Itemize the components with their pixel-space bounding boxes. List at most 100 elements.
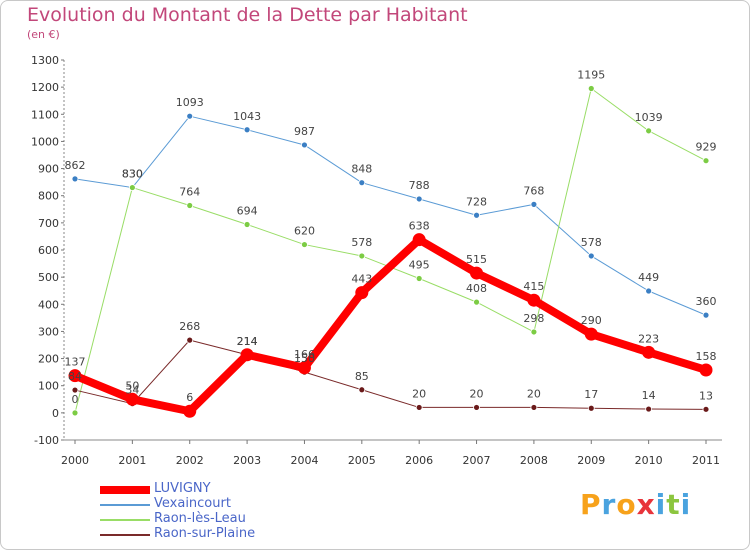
data-label: 788 [409, 179, 430, 192]
y-tick-label: 0 [52, 407, 59, 420]
x-tick-label: 2009 [577, 454, 605, 467]
data-point [297, 361, 311, 375]
legend-swatch [100, 504, 150, 506]
data-point [183, 404, 197, 418]
legend-label: Vexaincourt [154, 496, 231, 511]
data-label: 578 [581, 236, 602, 249]
data-point [355, 286, 369, 300]
y-tick-label: 800 [38, 190, 59, 203]
series-line-vexaincourt [74, 115, 707, 316]
data-label: 1043 [233, 110, 261, 123]
data-label: 50 [125, 379, 139, 392]
series-line-raon-l-s-leau [74, 88, 707, 414]
data-label: 768 [523, 184, 544, 197]
data-point [584, 327, 598, 341]
data-point [530, 328, 538, 336]
data-label: 495 [409, 259, 430, 272]
data-point [702, 405, 710, 413]
data-point [186, 112, 194, 120]
data-label: 158 [696, 350, 717, 363]
data-label: 1039 [635, 111, 663, 124]
data-point [71, 386, 79, 394]
data-point [702, 157, 710, 165]
data-point [68, 369, 82, 383]
y-tick-label: 600 [38, 244, 59, 257]
data-point [243, 221, 251, 228]
data-point [301, 241, 308, 248]
x-tick-label: 2011 [692, 454, 720, 467]
data-label: 638 [409, 220, 430, 233]
y-tick-label: 700 [38, 217, 59, 230]
series-line-luvigny [71, 235, 710, 416]
y-tick-label: 1200 [31, 81, 59, 94]
y-tick-label: 400 [38, 298, 59, 311]
legend-swatch [100, 519, 150, 521]
data-point [642, 345, 656, 359]
logo-letter: i [655, 488, 667, 521]
series-line-raon-sur-plaine [74, 339, 707, 410]
data-point [473, 298, 480, 306]
data-label: 728 [466, 195, 487, 208]
data-label: 20 [470, 387, 484, 400]
y-tick-label: -100 [34, 434, 59, 447]
data-label: 408 [466, 282, 487, 295]
chart-unit: (en €) [27, 28, 60, 41]
data-label: 17 [584, 388, 598, 401]
data-point [415, 404, 423, 411]
data-label: 214 [237, 335, 258, 348]
data-label: 987 [294, 125, 315, 138]
data-point [415, 275, 423, 282]
data-point [240, 348, 254, 362]
data-label: 578 [351, 236, 372, 249]
data-label: 166 [294, 348, 315, 361]
legend-label: Raon-lès-Leau [154, 511, 246, 526]
proxiti-logo: Proxiti [580, 488, 691, 521]
data-point [645, 127, 653, 135]
x-tick-label: 2008 [520, 454, 548, 467]
data-label: 515 [466, 253, 487, 266]
data-point [587, 252, 595, 260]
data-label: 449 [638, 271, 659, 284]
data-label: 620 [294, 225, 315, 238]
data-label: 830 [122, 168, 143, 181]
x-tick-label: 2004 [290, 454, 318, 467]
data-point [243, 126, 251, 134]
legend-label: LUVIGNY [154, 481, 211, 496]
x-tick-label: 2005 [348, 454, 376, 467]
data-point [358, 386, 366, 394]
data-point [530, 200, 538, 208]
y-tick-label: 1300 [31, 54, 59, 67]
x-tick-label: 2003 [233, 454, 261, 467]
y-tick-label: 1100 [31, 108, 59, 121]
x-tick-label: 2007 [463, 454, 491, 467]
x-tick-label: 2001 [118, 454, 146, 467]
data-label: 85 [355, 370, 369, 383]
data-point [645, 287, 653, 295]
axes: -100010020030040050060070080090010001100… [31, 54, 722, 467]
data-point [702, 311, 710, 319]
data-label: 929 [696, 141, 717, 154]
x-tick-label: 2000 [61, 454, 89, 467]
data-label: 223 [638, 332, 659, 345]
logo-letter: x [636, 488, 656, 521]
data-point [186, 336, 194, 344]
data-label: 20 [412, 387, 426, 400]
data-label: 13 [699, 389, 713, 402]
logo-letter: t [666, 488, 681, 521]
data-point [358, 252, 366, 260]
data-point [473, 404, 480, 411]
y-tick-label: 200 [38, 353, 59, 366]
y-tick-label: 500 [38, 271, 59, 284]
data-point [125, 392, 139, 406]
data-label: 268 [179, 320, 200, 333]
data-label: 862 [65, 159, 86, 172]
data-point [412, 233, 426, 247]
data-point [415, 195, 423, 203]
labels-layer: 862 830 1093 1043 987 848 788 728 768 578 449 360 0 8… [65, 69, 717, 406]
data-label: 415 [523, 280, 544, 293]
data-label: 1195 [577, 69, 605, 82]
data-label: 214 [237, 335, 258, 348]
x-tick-label: 2002 [176, 454, 204, 467]
legend-swatch [100, 486, 150, 494]
